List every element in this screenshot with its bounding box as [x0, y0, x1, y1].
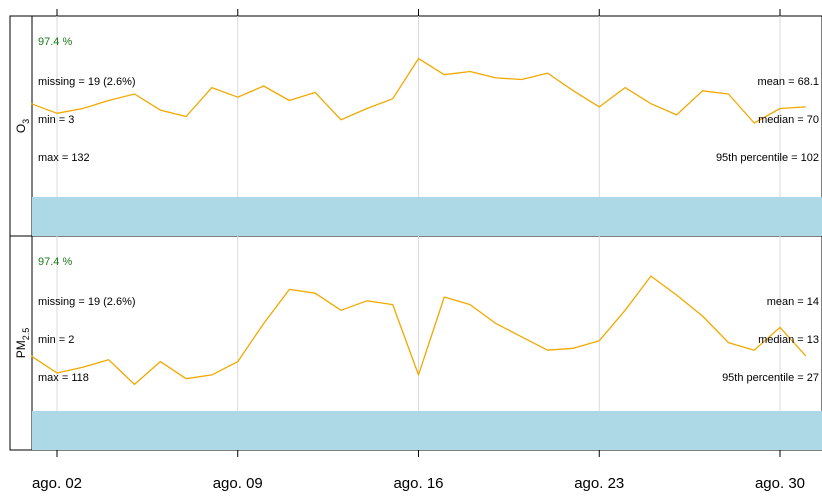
stat-p95: 95th percentile = 27: [722, 372, 819, 384]
stat-median: median = 13: [758, 334, 819, 346]
x-tick-label: ago. 09: [213, 475, 263, 492]
percent-capture: 97.4 %: [38, 36, 72, 48]
strip-label-main: O: [14, 124, 28, 133]
strip-label: PM2.5: [14, 328, 31, 359]
x-tick-label: ago. 30: [755, 475, 805, 492]
strip-label-sub: 2.5: [21, 328, 31, 341]
data-capture-bar: [32, 197, 822, 236]
x-tick-label: ago. 16: [393, 475, 443, 492]
stat-min: min = 3: [38, 114, 74, 126]
stat-max: max = 132: [38, 152, 90, 164]
stat-p95: 95th percentile = 102: [716, 152, 819, 164]
strip-label-main: PM: [14, 340, 28, 358]
stat-median: median = 70: [758, 114, 819, 126]
stat-min: min = 2: [38, 334, 74, 346]
stat-mean: mean = 14: [767, 296, 819, 308]
stat-mean: mean = 68.1: [758, 76, 819, 88]
stat-missing: missing = 19 (2.6%): [38, 296, 136, 308]
data-capture-bar: [32, 411, 822, 450]
strip-label: O3: [14, 119, 31, 133]
x-tick-label: ago. 02: [32, 475, 82, 492]
percent-capture: 97.4 %: [38, 256, 72, 268]
stat-max: max = 118: [38, 372, 89, 384]
strip-label-text: O3: [14, 119, 31, 133]
series-line: [30, 275, 807, 386]
x-tick-label: ago. 23: [574, 475, 624, 492]
series-line: [30, 57, 806, 124]
stat-missing: missing = 19 (2.6%): [38, 76, 136, 88]
strip-label-sub: 3: [21, 119, 31, 124]
strip-label-text: PM2.5: [14, 328, 31, 359]
